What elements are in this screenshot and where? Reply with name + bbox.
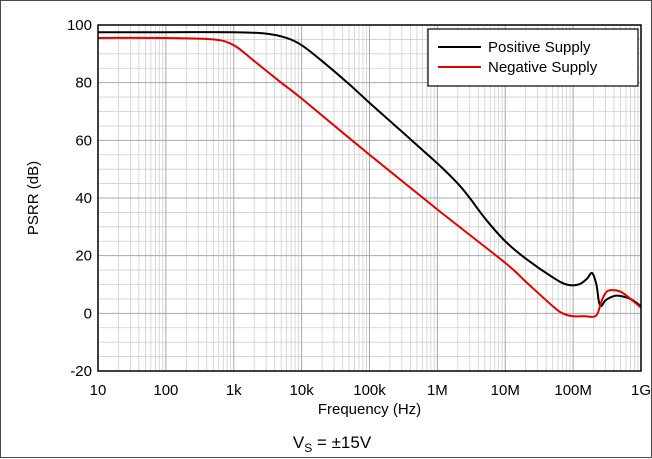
x-tick-label: 10 xyxy=(90,382,107,399)
y-tick-labels: -20 0 20 40 60 80 100 xyxy=(67,17,92,380)
y-tick-label: 80 xyxy=(75,75,92,92)
caption-rest: = ±15V xyxy=(312,433,372,452)
y-tick-label: 100 xyxy=(67,17,92,34)
x-axis-label: Frequency (Hz) xyxy=(318,401,421,418)
y-axis-label: PSRR (dB) xyxy=(25,161,42,235)
x-tick-label: 1k xyxy=(226,382,242,399)
plot-border xyxy=(97,24,642,372)
x-tick-label: 100 xyxy=(153,382,178,399)
legend-label-negative: Negative Supply xyxy=(488,59,598,76)
caption-main: V xyxy=(293,433,305,452)
x-tick-label: 1M xyxy=(427,382,448,399)
legend-label-positive: Positive Supply xyxy=(488,39,591,56)
series-lines xyxy=(97,31,642,318)
series-line-negative-supply xyxy=(97,36,642,318)
x-tick-label: 10k xyxy=(290,382,315,399)
series-line-positive-supply xyxy=(98,31,642,308)
x-tick-label: 1G xyxy=(631,382,651,399)
chart-caption: VS = ±15V xyxy=(293,433,372,455)
y-tick-label: 0 xyxy=(84,305,92,322)
y-tick-label: 20 xyxy=(75,248,92,265)
x-tick-label: 100M xyxy=(554,382,592,399)
y-tick-label: 60 xyxy=(75,132,92,149)
y-tick-label: -20 xyxy=(70,363,92,380)
legend: Positive Supply Negative Supply xyxy=(427,28,639,87)
legend-box xyxy=(427,28,639,87)
x-tick-label: 10M xyxy=(491,382,520,399)
x-tick-label: 100k xyxy=(353,382,386,399)
caption-subscript: S xyxy=(304,441,312,455)
y-tick-label: 40 xyxy=(75,190,92,207)
x-tick-labels: 10 100 1k 10k 100k 1M 10M 100M 1G xyxy=(90,382,651,399)
